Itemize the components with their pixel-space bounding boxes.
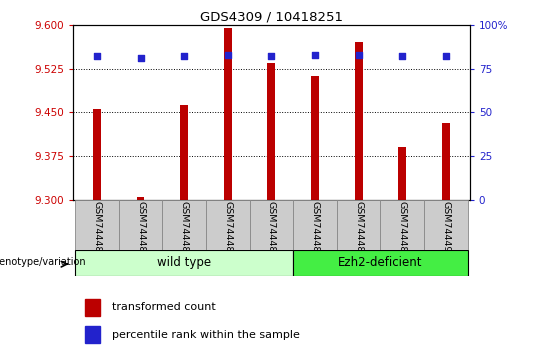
FancyBboxPatch shape <box>75 200 119 250</box>
FancyBboxPatch shape <box>424 200 468 250</box>
FancyBboxPatch shape <box>380 200 424 250</box>
Bar <box>399 148 406 200</box>
Text: wild type: wild type <box>157 256 211 269</box>
Point <box>398 53 407 59</box>
Point <box>136 55 145 61</box>
Text: transformed count: transformed count <box>112 302 215 312</box>
Bar <box>355 42 362 200</box>
Text: GSM744482: GSM744482 <box>92 201 102 259</box>
Text: GSM744487: GSM744487 <box>310 201 320 259</box>
Text: GSM744488: GSM744488 <box>354 201 363 259</box>
FancyBboxPatch shape <box>75 250 293 276</box>
Point <box>180 53 188 59</box>
Text: GSM744483: GSM744483 <box>136 201 145 259</box>
Point <box>310 52 319 57</box>
Bar <box>224 28 232 200</box>
Bar <box>85 299 100 315</box>
Bar <box>180 105 188 200</box>
Text: percentile rank within the sample: percentile rank within the sample <box>112 330 300 340</box>
Bar <box>137 197 144 200</box>
Bar <box>93 109 101 200</box>
Text: genotype/variation: genotype/variation <box>0 257 86 267</box>
Point <box>92 53 101 59</box>
FancyBboxPatch shape <box>293 200 337 250</box>
Text: GSM744485: GSM744485 <box>223 201 232 259</box>
Point <box>267 53 275 59</box>
Bar <box>442 123 450 200</box>
FancyBboxPatch shape <box>206 200 249 250</box>
Point <box>442 53 450 59</box>
Bar <box>85 326 100 343</box>
FancyBboxPatch shape <box>293 250 468 276</box>
FancyBboxPatch shape <box>337 200 380 250</box>
FancyBboxPatch shape <box>163 200 206 250</box>
FancyBboxPatch shape <box>249 200 293 250</box>
FancyBboxPatch shape <box>119 200 163 250</box>
Text: Ezh2-deficient: Ezh2-deficient <box>338 256 423 269</box>
Point <box>224 52 232 57</box>
Point <box>354 52 363 57</box>
Text: GSM744490: GSM744490 <box>441 201 450 259</box>
Bar <box>311 76 319 200</box>
Text: GSM744489: GSM744489 <box>397 201 407 259</box>
Text: GSM744484: GSM744484 <box>180 201 188 259</box>
Text: GSM744486: GSM744486 <box>267 201 276 259</box>
Title: GDS4309 / 10418251: GDS4309 / 10418251 <box>200 11 343 24</box>
Bar <box>267 63 275 200</box>
